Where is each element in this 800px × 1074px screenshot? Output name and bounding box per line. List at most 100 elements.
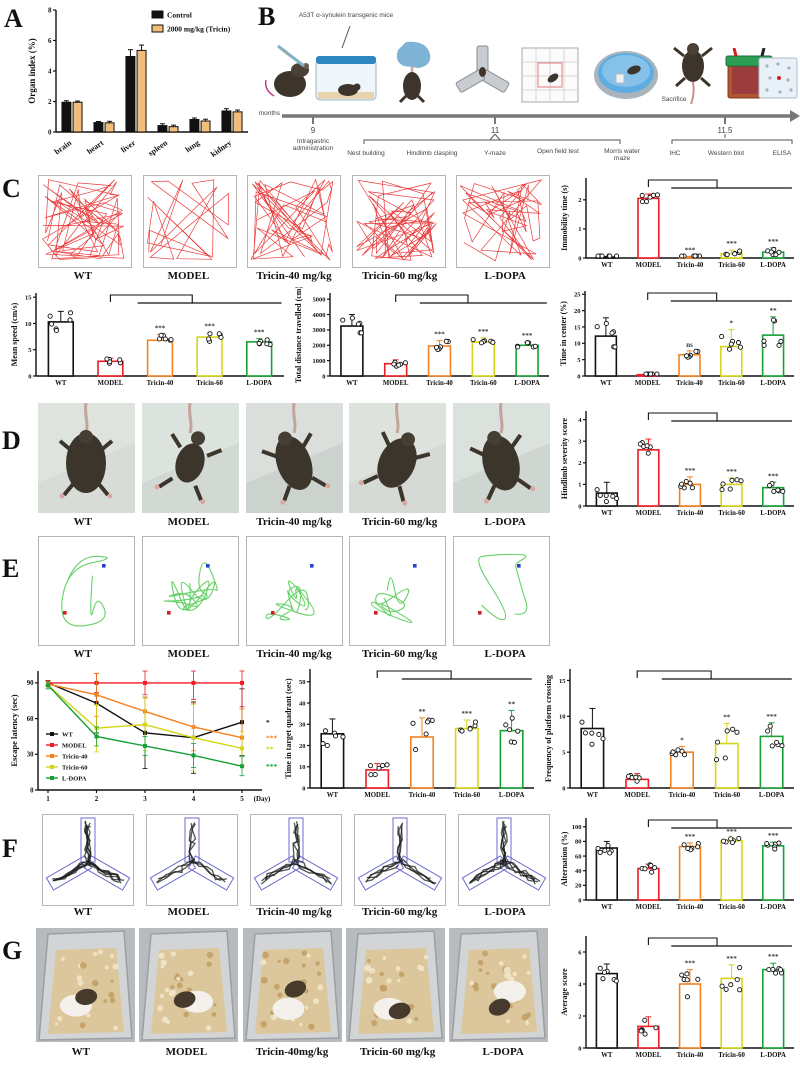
- elisa-plate-icon: [758, 57, 798, 99]
- mouse-photo: [38, 403, 135, 513]
- y-maze-trace: [354, 814, 446, 906]
- svg-text:**: **: [508, 700, 515, 708]
- test-hindlimb-clasping: Hindlimb clasping: [406, 150, 458, 157]
- annotation-pointer-line: [341, 26, 351, 48]
- svg-text:***: ***: [768, 472, 779, 480]
- svg-text:3000: 3000: [313, 327, 326, 334]
- alternation-chart: 0 20 40 60 80 100 Alternation (%) WT MODEL *** Tri…: [558, 812, 798, 922]
- svg-text:WT: WT: [327, 792, 339, 799]
- average-score-chart: 0 2 4 6 Average score WT MODEL *** Tricin-40 *** T…: [558, 930, 798, 1070]
- group-caption: Tricin-40 mg/kg: [256, 906, 332, 918]
- svg-text:20: 20: [574, 308, 581, 315]
- svg-text:WT: WT: [587, 792, 599, 799]
- svg-text:5000: 5000: [313, 296, 326, 303]
- svg-text:***: ***: [254, 329, 265, 337]
- svg-text:L-DOPA: L-DOPA: [760, 262, 786, 269]
- svg-text:2000: 2000: [313, 343, 326, 350]
- group-caption: MODEL: [167, 906, 210, 918]
- svg-text:50: 50: [299, 679, 306, 686]
- svg-text:Tricin-60: Tricin-60: [713, 792, 740, 799]
- svg-text:10: 10: [299, 764, 306, 771]
- svg-text:0: 0: [578, 1045, 581, 1052]
- mouse-blob: [488, 998, 511, 1016]
- mouse-blob: [284, 980, 306, 998]
- svg-text:MODEL: MODEL: [635, 380, 661, 387]
- group-caption: Tricin-60 mg/kg: [361, 516, 438, 528]
- nest-photo: [242, 928, 342, 1042]
- group-caption: L-DOPA: [484, 906, 526, 918]
- svg-text:Tricin-60: Tricin-60: [718, 510, 745, 517]
- svg-text:***: ***: [266, 762, 278, 771]
- time-in-center-svg: 0 5 10 15 20 25 Time in center (%) WT MODEL ns Tri…: [559, 291, 794, 387]
- nest-captions: WT MODEL Tricin-40mg/kg Tricin-60 mg/kg L-DO…: [28, 1046, 556, 1058]
- platform-crossing-svg: 0 5 10 15 Frequency of platform crossing WT MO…: [544, 669, 794, 799]
- open-field-trace: [38, 175, 132, 268]
- svg-text:10: 10: [25, 321, 32, 328]
- svg-text:***: ***: [685, 960, 696, 968]
- svg-text:spleen: spleen: [147, 138, 170, 158]
- svg-text:***: ***: [726, 828, 737, 836]
- svg-text:MODEL: MODEL: [62, 743, 87, 750]
- svg-text:Total distance travelled (cm): Total distance travelled (cm): [294, 287, 303, 383]
- svg-text:**: **: [419, 708, 427, 716]
- group-caption: L-DOPA: [482, 1046, 524, 1058]
- panel-e-label: E: [2, 554, 20, 583]
- nest-blob: [271, 997, 304, 1020]
- group-caption: Tricin-60 mg/kg: [361, 270, 438, 282]
- svg-text:***: ***: [726, 468, 737, 476]
- sacrifice-mouse-icon: [673, 43, 713, 105]
- group-caption: WT: [71, 1046, 90, 1058]
- svg-text:Tricin-60: Tricin-60: [718, 380, 745, 387]
- time-in-center-chart: 0 5 10 15 20 25 Time in center (%) WT MODEL ns Tri…: [557, 285, 798, 398]
- svg-text:kidney: kidney: [209, 138, 233, 159]
- open-field-trace: [247, 175, 341, 268]
- svg-text:2: 2: [578, 197, 581, 204]
- svg-text:5: 5: [28, 347, 32, 354]
- y-maze-trace: [42, 814, 134, 906]
- y-maze-icon: [455, 45, 510, 93]
- svg-text:5: 5: [240, 795, 244, 803]
- svg-text:Tricin-40: Tricin-40: [677, 262, 704, 269]
- water-maze-trace: [141, 536, 239, 646]
- svg-text:15: 15: [574, 324, 581, 331]
- svg-text:30: 30: [27, 752, 34, 759]
- svg-text:***: ***: [204, 322, 215, 330]
- svg-text:Tricin-40: Tricin-40: [62, 754, 88, 761]
- organ-index-svg: 0 2 4 6 8 Organ index (%) brain heart liver splee…: [27, 6, 248, 159]
- svg-text:Tricin-60: Tricin-60: [453, 792, 480, 799]
- svg-text:Tricin-40: Tricin-40: [409, 792, 436, 799]
- svg-text:0: 0: [28, 373, 31, 380]
- svg-text:**: **: [266, 744, 274, 753]
- svg-text:2: 2: [48, 98, 52, 106]
- nest-photos: [36, 928, 548, 1042]
- mouse-blob: [388, 1002, 411, 1020]
- svg-text:MODEL: MODEL: [98, 380, 124, 387]
- group-caption: Tricin-60 mg/kg: [361, 906, 438, 918]
- escape-latency-chart: 0 30 60 90 Escape latency (sec) 1 2 3 4 5 (Day) * **…: [8, 663, 278, 810]
- tick-9: 9: [310, 126, 316, 135]
- svg-text:Immobility time (s): Immobility time (s): [560, 185, 569, 251]
- start-point: [413, 564, 417, 568]
- svg-text:MODEL: MODEL: [624, 792, 650, 799]
- tick-11: 11: [490, 126, 500, 135]
- mouse-blob: [75, 988, 98, 1006]
- svg-text:8: 8: [48, 6, 52, 14]
- svg-text:2000 mg/kg (Tricin): 2000 mg/kg (Tricin): [167, 25, 231, 34]
- svg-text:2: 2: [95, 795, 99, 803]
- svg-text:40: 40: [575, 868, 582, 875]
- test-morris-water-maze: Morris water maze: [604, 148, 640, 163]
- svg-text:20: 20: [299, 743, 306, 750]
- svg-text:0: 0: [578, 897, 581, 904]
- svg-text:MODEL: MODEL: [383, 380, 409, 387]
- end-point: [374, 611, 378, 615]
- water-maze-traces: [38, 536, 550, 646]
- gavage-mouse-icon: [264, 44, 309, 97]
- timeline-brackets: [363, 134, 793, 144]
- svg-text:WT: WT: [346, 380, 358, 387]
- panel-b-label: B: [258, 2, 276, 31]
- end-point: [270, 611, 275, 615]
- svg-text:L-DOPA: L-DOPA: [760, 380, 786, 387]
- target-quadrant-svg: 0 10 20 30 40 50 Time in target quadrant (sec)…: [284, 669, 534, 799]
- hindlimb-severity-svg: 0 1 2 3 4 Hindlimb severity score WT MODEL *** Tr…: [560, 411, 794, 517]
- svg-text:5: 5: [577, 357, 581, 364]
